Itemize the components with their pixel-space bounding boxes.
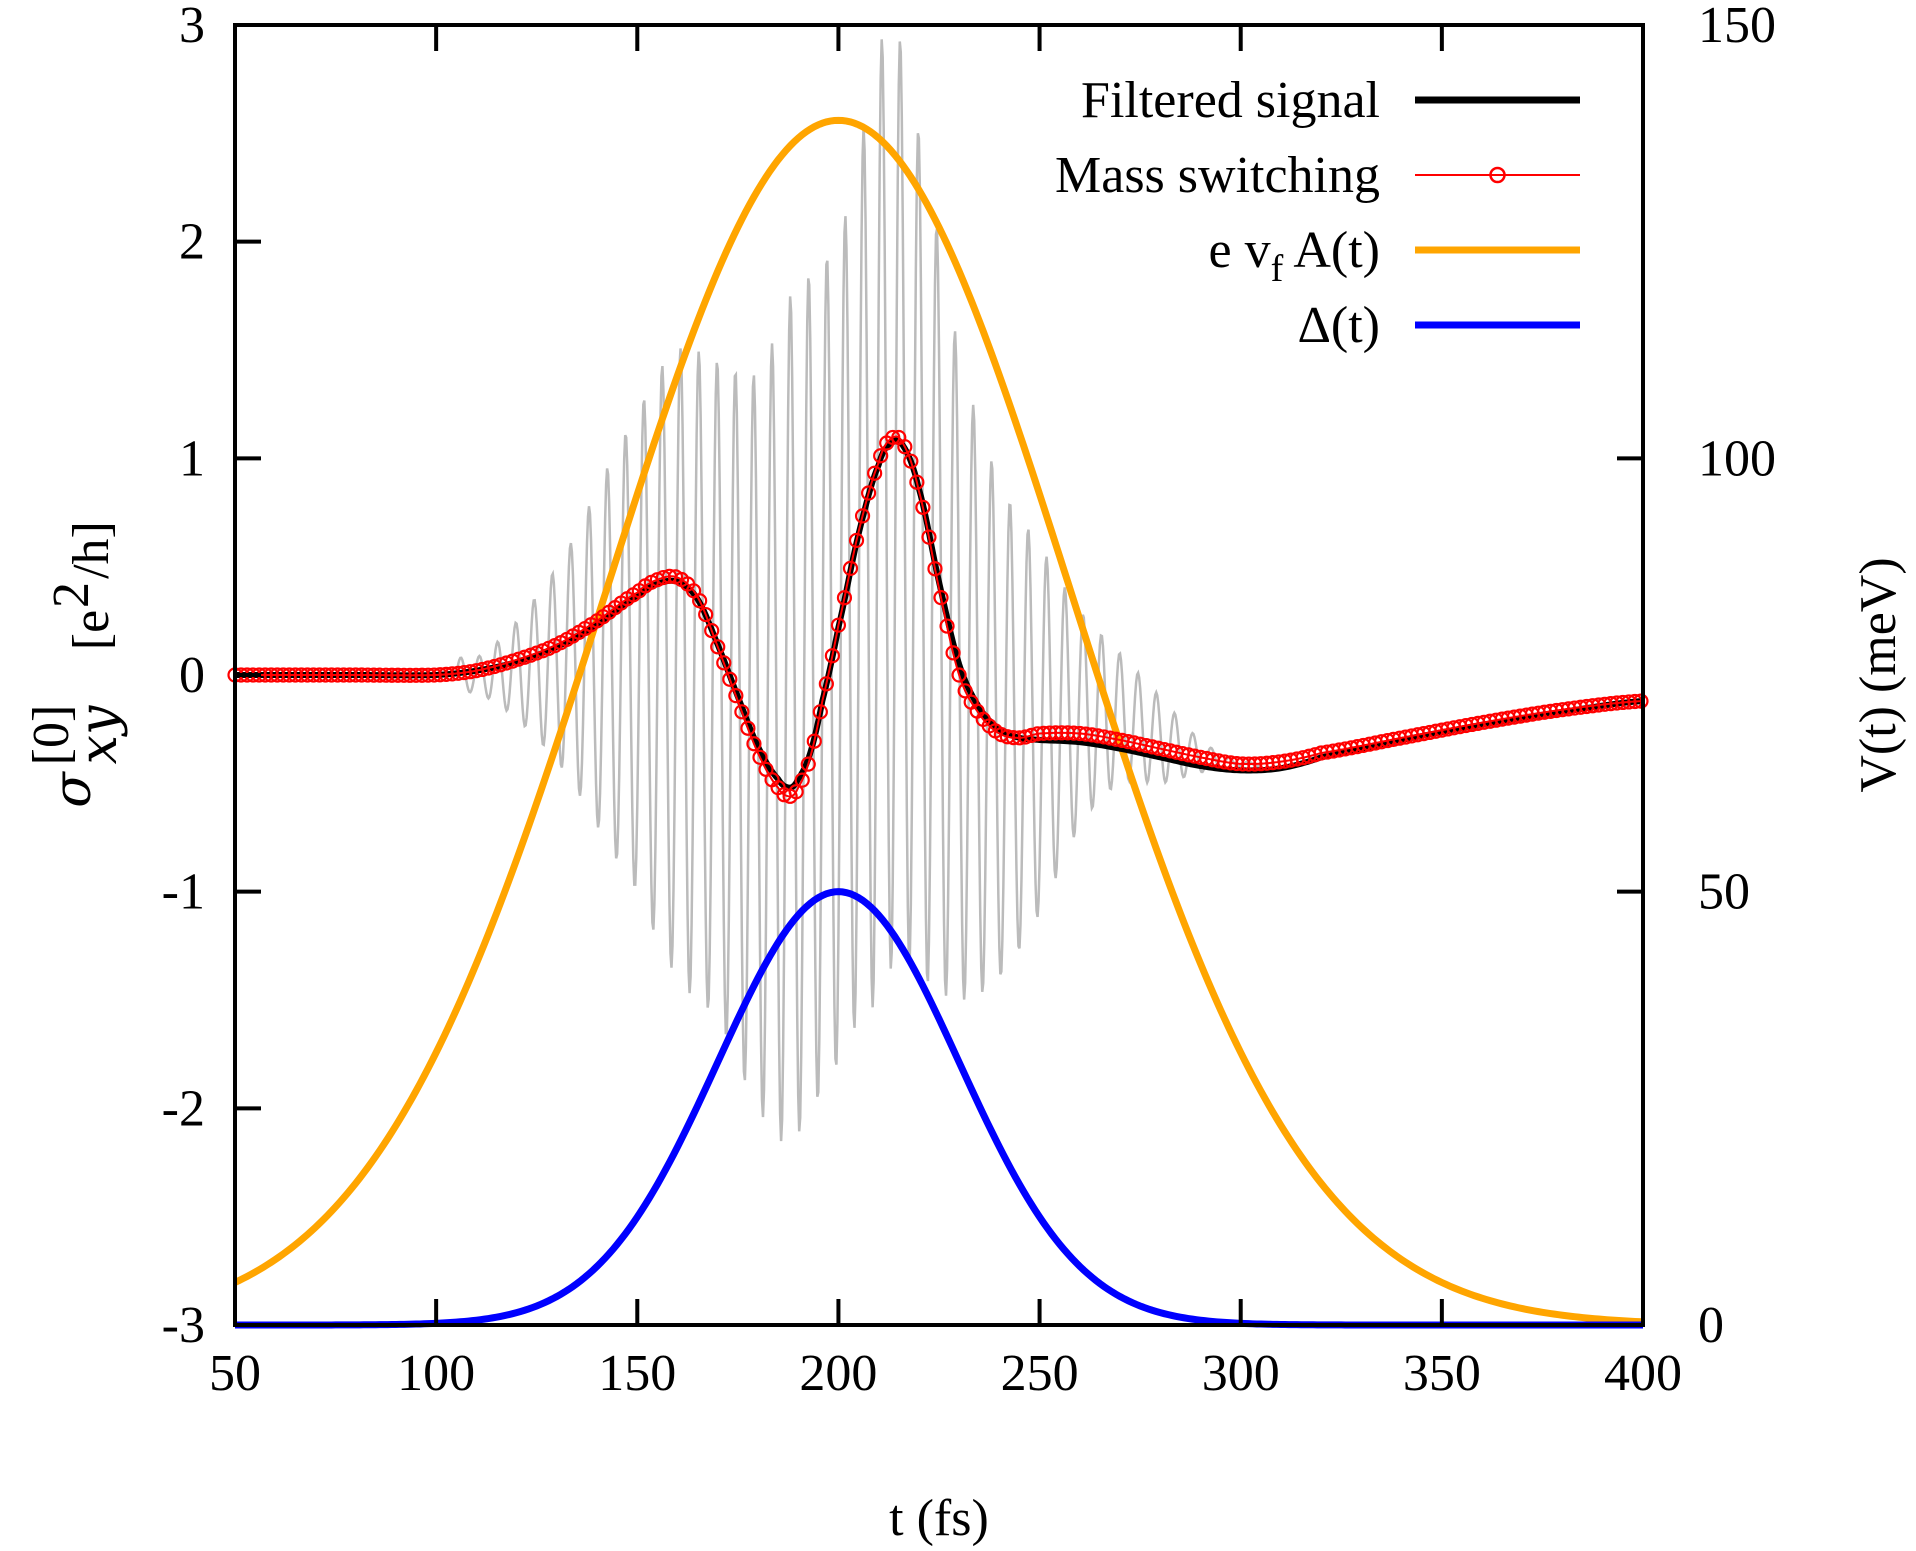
x-tick-label: 400	[1604, 1345, 1682, 1402]
x-tick-label: 100	[397, 1345, 475, 1402]
x-axis-title: t (fs)	[889, 1490, 989, 1547]
mass-switching-point	[897, 439, 913, 455]
x-tick-label: 150	[598, 1345, 676, 1402]
mass-switching-point	[716, 655, 732, 671]
mass-switching-point	[698, 606, 714, 623]
mass-switching-point	[945, 645, 961, 661]
legend-label-subscript: f	[1271, 248, 1284, 290]
y-left-subscript: xy	[69, 705, 129, 764]
legend-label-main: e v	[1208, 222, 1270, 279]
y-left-tick-label: 2	[179, 214, 205, 271]
mass-switching-point	[734, 704, 750, 720]
mass-switching-point	[873, 448, 889, 464]
mass-switching-point	[704, 623, 720, 639]
mass-switching-point	[794, 772, 810, 788]
mass-switching-point	[1633, 693, 1649, 709]
y-left-tick-label: 3	[179, 0, 205, 54]
legend-swatch-marker	[1489, 166, 1506, 184]
legend-item: e vf A(t)	[1208, 222, 1580, 290]
mass-switching-point	[806, 733, 822, 749]
legend-label: Δ(t)	[1297, 297, 1380, 354]
y-right-tick-label: 0	[1698, 1297, 1724, 1354]
y-right-tick-label: 100	[1698, 430, 1776, 487]
x-tick-label: 250	[1001, 1345, 1079, 1402]
mass-switching-point	[788, 784, 804, 800]
mass-switching-point	[710, 639, 726, 655]
y-left-tick-label: -3	[162, 1297, 205, 1354]
mass-switching-point	[903, 453, 919, 469]
y-left-superscript: [0]	[23, 705, 80, 766]
mass-switching-point	[740, 720, 756, 736]
x-tick-label: 300	[1202, 1345, 1280, 1402]
legend-label: Filtered signal	[1081, 72, 1380, 129]
y-left-unit-close: /h]	[63, 521, 120, 579]
mass-switching-point	[812, 704, 828, 720]
legend-label: e vf A(t)	[1208, 222, 1380, 290]
y-right-tick-label: 50	[1698, 864, 1750, 921]
legend-item: Filtered signal	[1081, 72, 1580, 129]
legend-item: Mass switching	[1055, 147, 1580, 204]
y-left-axis-title: σ [0]xy [e2/h]	[23, 521, 129, 808]
y-left-tick-label: 0	[179, 647, 205, 704]
mass-switching-point	[752, 749, 768, 765]
mass-switching-point	[939, 618, 955, 634]
y-left-tick-label: -2	[162, 1080, 205, 1137]
y-left-tick-label: -1	[162, 864, 205, 921]
series-layer	[227, 39, 1649, 1329]
x-tick-label: 200	[799, 1345, 877, 1402]
axis-labels: t (fs) V(t) (meV) σ [0]xy [e2/h]	[23, 521, 1907, 1547]
mass-switching-point	[921, 529, 937, 545]
mass-switching-point	[818, 676, 834, 692]
mass-switching-point	[848, 532, 865, 549]
mass-switching-point	[830, 617, 847, 633]
mass-switching-point	[957, 683, 973, 699]
mass-switching-point	[800, 756, 816, 772]
mass-switching-point	[842, 560, 859, 576]
mass-switching-point	[885, 429, 901, 446]
mass-switching-point	[915, 499, 931, 515]
legend-label-suffix: A(t)	[1283, 222, 1380, 279]
mass-switching-point	[927, 561, 943, 577]
y-right-tick-label: 150	[1698, 0, 1776, 54]
mass-switching-point	[951, 667, 967, 683]
mass-switching-point	[692, 593, 708, 609]
legend: Filtered signal Mass switching e vf A(t) Δ(…	[1055, 72, 1580, 354]
legend-item: Δ(t)	[1297, 297, 1580, 354]
y-right-axis-title: V(t) (meV)	[1850, 557, 1907, 792]
mass-switching-point	[867, 465, 883, 481]
mass-switching-point	[933, 590, 949, 606]
series-evfa	[233, 116, 1644, 1326]
mass-switching-point	[854, 508, 871, 524]
mass-switching-point	[824, 648, 840, 664]
x-tick-label: 350	[1403, 1345, 1481, 1402]
y-left-tick-label: 1	[179, 430, 205, 487]
y-left-symbol: σ	[43, 771, 103, 808]
mass-switching-point	[836, 590, 853, 606]
mass-switching-point	[746, 736, 762, 752]
mass-switching-point	[860, 485, 877, 501]
legend-label: Mass switching	[1055, 147, 1380, 204]
y-left-unit-open: [e	[63, 610, 120, 650]
axes-layer: 50 100 150 200 250 300 350 400 -3 -2 -1 0 1 2 3 0 50 100 1…	[162, 0, 1776, 1402]
mass-switching-point	[722, 671, 738, 687]
x-tick-label: 50	[209, 1345, 261, 1402]
mass-switching-point	[728, 688, 744, 704]
mass-switching-point	[909, 474, 925, 490]
y-left-unit-power: 2	[43, 582, 100, 608]
